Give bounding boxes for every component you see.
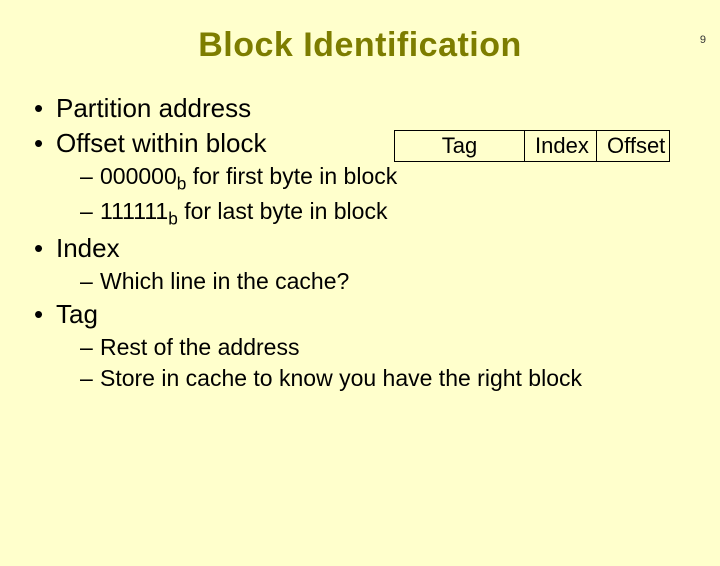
binary-value: 111111 — [100, 198, 168, 224]
bullet-text: Tag — [56, 299, 98, 329]
slide-title: Block Identification — [0, 26, 720, 65]
binary-value: 000000 — [100, 163, 177, 189]
subscript-b: b — [177, 174, 187, 194]
bullet-text: Offset within block — [56, 128, 267, 158]
bullet-index: •Index — [34, 231, 690, 266]
subscript-b: b — [168, 209, 178, 229]
field-offset: Offset — [597, 131, 669, 161]
bullet-text: for first byte in block — [186, 163, 397, 189]
bullet-tag-store: –Store in cache to know you have the rig… — [80, 363, 690, 394]
bullet-partition-address: •Partition address — [34, 91, 690, 126]
bullet-offset-last: –111111b for last byte in block — [80, 196, 690, 231]
bullet-text: Index — [56, 233, 120, 263]
address-partition-diagram: Tag Index Offset — [394, 130, 670, 162]
field-tag: Tag — [395, 131, 525, 161]
bullet-text: Store in cache to know you have the righ… — [100, 365, 582, 391]
bullet-index-which: –Which line in the cache? — [80, 266, 690, 297]
bullet-text: for last byte in block — [178, 198, 388, 224]
bullet-offset-first: –000000b for first byte in block — [80, 161, 690, 196]
field-index: Index — [525, 131, 597, 161]
bullet-text: Which line in the cache? — [100, 268, 349, 294]
bullet-text: Rest of the address — [100, 334, 299, 360]
page-number: 9 — [700, 34, 706, 46]
bullet-tag-rest: –Rest of the address — [80, 332, 690, 363]
bullet-tag: •Tag — [34, 297, 690, 332]
bullet-text: Partition address — [56, 93, 251, 123]
